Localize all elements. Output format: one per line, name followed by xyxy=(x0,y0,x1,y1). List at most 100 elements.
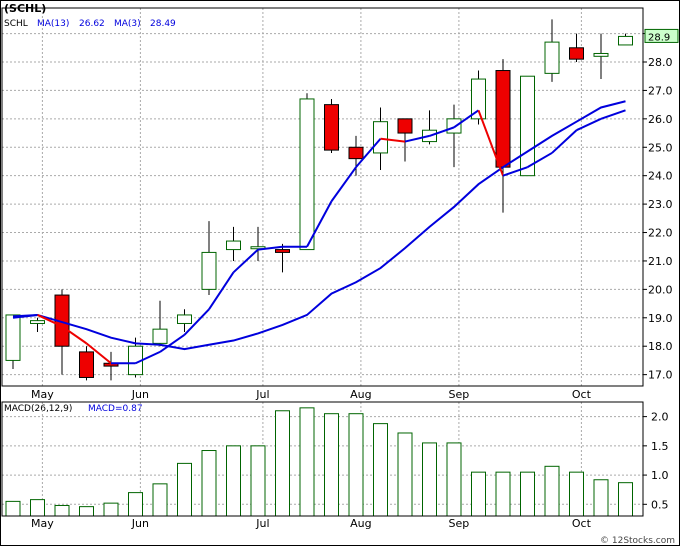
ma-short-segment-up xyxy=(453,109,480,129)
price-tick-label: 19.0 xyxy=(648,312,673,325)
ma-short-segment-up xyxy=(183,308,210,336)
macd-bar xyxy=(152,483,168,517)
candle-up xyxy=(299,98,315,251)
watermark: © 12Stocks.com xyxy=(600,536,675,546)
macd-bar xyxy=(397,432,413,517)
macd-bar xyxy=(201,450,217,517)
ma-long-line xyxy=(12,100,626,351)
price-x-label: Oct xyxy=(572,388,592,401)
price-x-label: May xyxy=(31,388,54,401)
price-x-label: Jul xyxy=(255,388,269,401)
macd-bar xyxy=(569,471,584,517)
price-tick-label: 17.0 xyxy=(648,369,673,382)
ma-short-segment-up xyxy=(12,313,38,319)
price-tick-label: 20.0 xyxy=(648,283,673,296)
macd-x-label: Jun xyxy=(131,517,149,530)
macd-bar xyxy=(299,407,315,517)
price-tick-label: 28.0 xyxy=(648,56,673,69)
ma13-legend-label: MA(13) xyxy=(37,19,69,29)
macd-bar xyxy=(495,471,511,517)
candle-up xyxy=(177,314,192,324)
ma-short-segment-up xyxy=(355,138,382,168)
candle-down xyxy=(397,118,413,134)
macd-bar xyxy=(373,423,388,517)
macd-value-label: MACD=0.87 xyxy=(88,404,143,414)
candle-up xyxy=(520,75,535,177)
macd-tick-label: 1.5 xyxy=(651,440,669,453)
price-tick-label: 22.0 xyxy=(648,227,673,240)
ma-short-segment-up xyxy=(404,134,430,143)
price-tick-label: 27.0 xyxy=(648,84,673,97)
macd-bar xyxy=(471,471,486,517)
candle-up xyxy=(373,121,388,154)
price-x-label: Aug xyxy=(350,388,371,401)
macd-bar xyxy=(30,499,45,517)
macd-bar xyxy=(275,410,290,517)
candle-down xyxy=(79,351,94,378)
candle-down xyxy=(495,70,511,168)
macd-bar xyxy=(54,504,70,517)
macd-bar xyxy=(544,465,560,517)
candle-up xyxy=(30,320,45,324)
macd-bar xyxy=(593,479,609,517)
ma-short-segment-down xyxy=(85,342,112,365)
last-price-value: 28.9 xyxy=(648,32,670,43)
macd-x-label: May xyxy=(31,517,54,530)
macd-bar xyxy=(520,471,535,517)
ma-short-segment-down xyxy=(380,137,406,143)
ma-short-segment-up xyxy=(576,117,602,132)
candle-up xyxy=(226,240,241,251)
last-price-tag: 28.9 xyxy=(644,28,679,43)
macd-bar xyxy=(348,413,364,517)
ma3-legend-label: MA(3) xyxy=(114,19,141,29)
candle-up xyxy=(593,52,609,57)
macd-tick-label: 0.5 xyxy=(651,498,669,511)
macd-x-label: Oct xyxy=(572,517,592,530)
ma3-legend-value: 28.49 xyxy=(150,19,176,29)
price-tick-label: 25.0 xyxy=(648,141,673,154)
ma-short-segment-up xyxy=(429,126,455,137)
ma-short-segment-up xyxy=(600,109,626,120)
candle-up xyxy=(618,35,633,46)
ma-short-segment-down xyxy=(37,314,63,328)
candle-down xyxy=(324,104,339,151)
macd-bar xyxy=(446,442,462,517)
ma-short-segment-up xyxy=(330,166,357,202)
ma-short-segment-up xyxy=(257,245,283,251)
candle-up xyxy=(152,328,168,344)
ma-short-segment-up xyxy=(306,200,333,248)
macd-x-label: Jul xyxy=(255,517,269,530)
moving-averages xyxy=(12,100,626,365)
ma13-legend-value: 26.62 xyxy=(79,19,105,29)
price-tick-label: 23.0 xyxy=(648,198,673,211)
macd-bar xyxy=(79,506,94,517)
ma-short-segment-down xyxy=(477,109,504,177)
price-grid xyxy=(2,8,643,386)
ma-short-segment-up xyxy=(232,248,259,274)
macd-params-label: MACD(26,12,9) xyxy=(4,404,72,414)
macd-bar xyxy=(128,492,143,517)
ma-short-segment-up xyxy=(208,271,235,310)
macd-tick-label: 1.0 xyxy=(651,469,669,482)
price-tick-label: 24.0 xyxy=(648,170,673,183)
macd-panel-border xyxy=(1,401,644,517)
candle-up xyxy=(446,118,462,134)
macd-bar xyxy=(103,502,119,517)
macd-bar xyxy=(618,482,633,517)
ma-short-segment-up xyxy=(502,166,528,177)
macd-x-label: Sep xyxy=(449,517,470,530)
macd-bar xyxy=(226,445,241,517)
candle-up xyxy=(5,314,21,361)
macd-x-label: Aug xyxy=(350,517,371,530)
candles xyxy=(5,19,633,381)
macd-bar xyxy=(324,413,339,517)
ma-short-segment-up xyxy=(551,129,578,154)
candle-up xyxy=(201,251,217,290)
ticker-legend: SCHL xyxy=(4,19,28,29)
candle-up xyxy=(544,41,560,74)
ma-short-segment-down xyxy=(61,325,88,345)
ma-short-segment-up xyxy=(526,152,553,169)
